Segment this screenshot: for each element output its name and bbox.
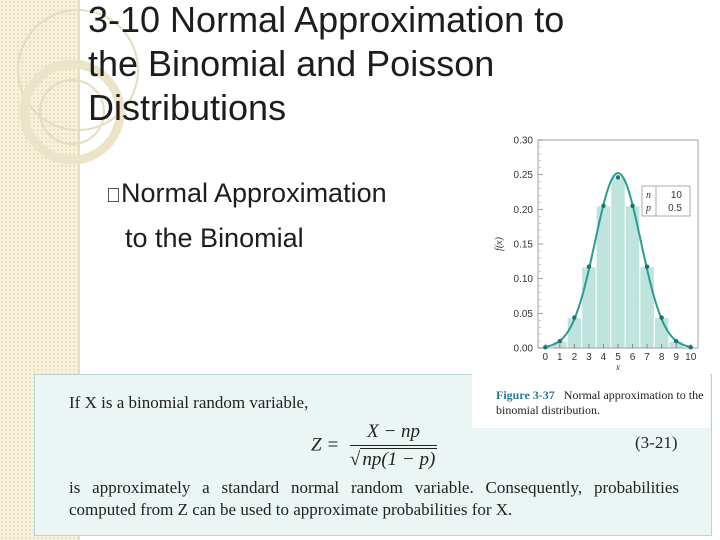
side-divider (78, 0, 80, 540)
y-tick-label: 0.00 (514, 344, 534, 355)
data-point (673, 339, 679, 344)
binomial-chart: 0.00 0.05 0.10 0.15 0.20 0.25 0.30 0 1 2 3 4 5 6 7 8 9 10… (494, 136, 699, 372)
x-tick-label: 0 (542, 352, 548, 363)
data-point (557, 339, 563, 344)
data-point (601, 203, 606, 208)
formula-equation: Z = X − np √ np(1 − p) (311, 421, 438, 471)
title-line: Distributions (88, 87, 287, 128)
data-point (630, 203, 635, 208)
legend-param-value: 0.5 (668, 203, 682, 214)
normal-curve (545, 172, 691, 348)
y-tick-label: 0.30 (514, 136, 534, 147)
formula-intro: If X is a binomial random variable, (69, 393, 309, 412)
data-point (688, 345, 693, 350)
data-point (586, 264, 592, 269)
sqrt-icon: √ (349, 449, 361, 470)
bullet-point: Normal Approximation to the Binomial (106, 172, 387, 259)
formula-numerator: X − np (349, 421, 438, 446)
data-point (615, 175, 621, 180)
data-point (644, 264, 650, 269)
figure-caption-label: Figure 3-37 (496, 388, 555, 402)
formula-radicand: np(1 − p) (360, 448, 438, 470)
y-tick-label: 0.20 (514, 205, 534, 216)
histogram-bar (566, 317, 583, 349)
y-tick-label: 0.10 (514, 274, 534, 285)
decorative-circles (17, 9, 139, 165)
data-point (572, 315, 577, 320)
x-tick-label: 3 (586, 352, 592, 363)
data-point (543, 345, 548, 350)
y-axis-label: f(x) (494, 236, 505, 251)
histogram-bar (610, 176, 626, 349)
bullet-line: to the Binomial (125, 223, 304, 253)
x-tick-label: 9 (673, 352, 679, 363)
x-tick-label: 7 (644, 352, 650, 363)
formula-denominator: √ np(1 − p) (349, 446, 438, 471)
legend-param-value: 10 (671, 190, 683, 201)
x-tick-label: 2 (572, 352, 578, 363)
side-decoration-band (0, 0, 78, 540)
title-line: 3-10 Normal Approximation to (88, 0, 565, 40)
slide-title: 3-10 Normal Approximation to the Binomia… (88, 0, 688, 130)
histogram-bar (653, 317, 670, 349)
legend-box (641, 185, 691, 217)
formula-fraction: X − np √ np(1 − p) (349, 421, 438, 471)
x-tick-label: 4 (601, 352, 607, 363)
y-tick-label: 0.15 (514, 240, 534, 251)
formula-explanation: is approximately a standard normal rando… (69, 478, 679, 519)
data-point (659, 315, 664, 320)
equation-number: (3-21) (635, 433, 678, 452)
x-tick-label: 6 (630, 352, 636, 363)
y-tick-label: 0.05 (514, 309, 534, 320)
bullet-line: Normal Approximation (106, 178, 387, 208)
figure-caption: Figure 3-37 Normal approximation to the … (496, 388, 708, 418)
histogram-bar (581, 266, 597, 349)
legend-param-label: n (646, 190, 651, 201)
x-tick-label: 1 (557, 352, 563, 363)
x-tick-label: 8 (659, 352, 665, 363)
formula-lhs: Z = (311, 434, 340, 456)
x-tick-label: 5 (615, 352, 621, 363)
title-line: the Binomial and Poisson (88, 43, 495, 84)
histogram-bar (639, 266, 655, 349)
figure-caption-text: Normal approximation to the binomial dis… (496, 388, 704, 417)
x-axis-label: x (615, 362, 620, 372)
bullet-marker-icon:  (106, 185, 121, 207)
x-tick-label: 10 (685, 352, 697, 363)
y-tick-label: 0.25 (514, 170, 534, 181)
figure-3-37: 0.00 0.05 0.10 0.15 0.20 0.25 0.30 0 1 2 3 4 5 6 7 8 9 10… (472, 130, 710, 428)
legend-param-label: p (645, 203, 651, 214)
